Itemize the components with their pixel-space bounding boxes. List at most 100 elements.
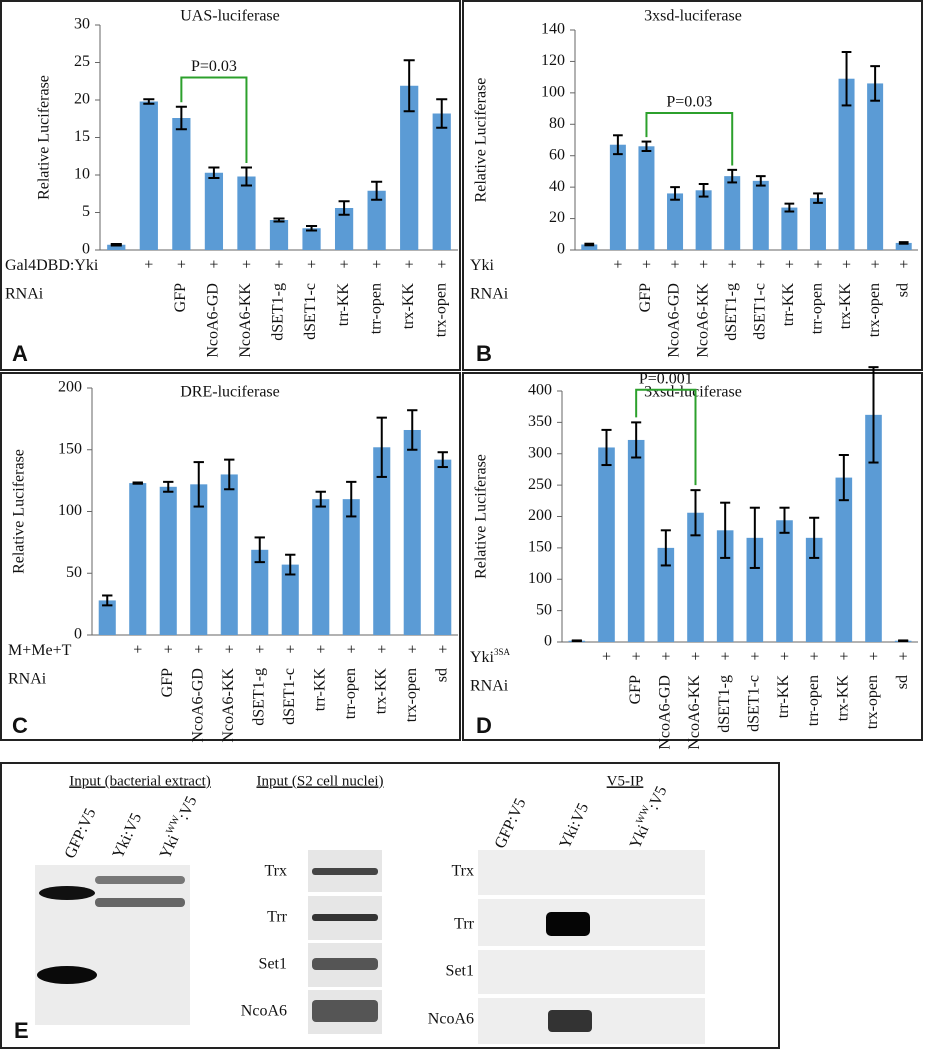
error-bar [437, 451, 448, 469]
row-label: Set1 [446, 963, 474, 980]
y-tick-label: 25 [74, 53, 90, 70]
bar [107, 244, 126, 250]
lane-label: YkiWW:V5 [624, 782, 670, 851]
y-tick-label: 300 [528, 444, 552, 461]
panel-frame [0, 372, 461, 741]
error-bar [641, 140, 652, 152]
x-tick-label: dSET1-g [270, 283, 287, 341]
chart-title: DRE-luciferase [180, 384, 280, 401]
bar [190, 484, 208, 635]
bar [638, 146, 655, 250]
treatment-mark: + [437, 257, 446, 274]
error-bar [371, 180, 383, 201]
band [312, 958, 378, 970]
error-bar [838, 454, 849, 502]
x-tick-label: dSET1-g [250, 668, 267, 726]
panel-frame [462, 0, 923, 371]
error-bar [813, 192, 823, 204]
treatment-mark: + [899, 649, 908, 666]
x-tick-label: sd [433, 668, 450, 682]
treatment-mark: + [307, 257, 316, 274]
lane-label: Yki:V5 [110, 811, 146, 862]
band [546, 912, 590, 936]
significance-bracket [645, 111, 734, 166]
row-label: Yki [470, 257, 495, 274]
treatment-mark: + [377, 642, 386, 659]
treatment-mark: + [286, 642, 295, 659]
x-tick-label: GFP [637, 283, 654, 312]
treatment-mark: + [810, 649, 819, 666]
y-tick-label: 150 [58, 440, 82, 457]
band [95, 876, 185, 884]
error-bar [779, 506, 790, 534]
bar [657, 547, 675, 642]
blot [478, 850, 705, 895]
row-label-text: Gal4DBD:Yki [5, 257, 99, 274]
row-label: Gal4DBD:Yki [5, 257, 99, 274]
significance-label: P=0.001 [639, 370, 693, 387]
error-bar [193, 461, 204, 508]
row-label-text: Yki [470, 649, 495, 666]
treatment-mark: + [691, 649, 700, 666]
error-bar [376, 416, 387, 478]
y-tick-label: 120 [541, 52, 565, 69]
treatment-mark: + [785, 257, 794, 274]
bar [251, 549, 269, 635]
error-bar [403, 59, 415, 113]
bar [432, 113, 451, 250]
x-tick-label: NcoA6-KK [686, 675, 703, 750]
error-bar [346, 480, 357, 518]
error-bar [698, 183, 709, 198]
lane-label: GFP:V5 [62, 806, 100, 862]
x-tick-label: NcoA6-KK [694, 283, 711, 358]
y-axis-title: Relative Luciferase [473, 78, 490, 203]
x-tick-label: dSET1-c [281, 668, 298, 725]
treatment-mark: + [347, 642, 356, 659]
significance-label: P=0.03 [666, 94, 712, 111]
panel-letter: A [12, 341, 28, 366]
bar [400, 85, 419, 250]
x-tick-label: NcoA6-KK [220, 668, 237, 743]
panel-frame [0, 762, 780, 1049]
error-bar [571, 639, 582, 643]
x-tick-label: trx-open [403, 668, 420, 722]
treatment-mark: + [699, 257, 708, 274]
error-bar [727, 168, 738, 184]
treatment-mark: + [728, 257, 737, 274]
bar [237, 176, 256, 250]
bar [98, 600, 116, 635]
y-tick-label: 0 [74, 626, 82, 643]
lane-label: YkiWW:V5 [154, 792, 200, 861]
y-tick-label: 100 [528, 570, 552, 587]
x-tick-label: dSET1-g [723, 283, 740, 341]
group-title: V5-IP [607, 773, 644, 789]
bar [687, 512, 704, 642]
treatment-mark: + [255, 642, 264, 659]
error-bar [338, 200, 350, 216]
treatment-mark: + [780, 649, 789, 666]
treatment-mark: + [144, 257, 153, 274]
x-tick-label: trx-open [864, 675, 881, 729]
x-tick-label: trr-open [342, 668, 359, 719]
bar [776, 520, 793, 642]
error-bar [690, 489, 701, 537]
y-tick-label: 50 [66, 564, 82, 581]
bar [373, 447, 391, 635]
treatment-mark: + [133, 642, 142, 659]
y-tick-label: 200 [58, 379, 82, 396]
treatment-mark: + [721, 649, 730, 666]
bar [434, 459, 452, 635]
treatment-mark: + [372, 257, 381, 274]
x-tick-label: dSET1-c [746, 675, 763, 732]
row-label: Set1 [259, 956, 287, 973]
bar [724, 176, 741, 250]
treatment-mark: + [408, 642, 417, 659]
x-tick-label: trr-KK [311, 668, 328, 712]
row-label: RNAi [5, 286, 44, 303]
y-axis-title: Relative Luciferase [36, 75, 53, 200]
row-label: M+Me+T [8, 642, 72, 659]
bar [835, 477, 853, 642]
significance-bracket [180, 76, 248, 163]
row-label: Trx [264, 863, 287, 880]
